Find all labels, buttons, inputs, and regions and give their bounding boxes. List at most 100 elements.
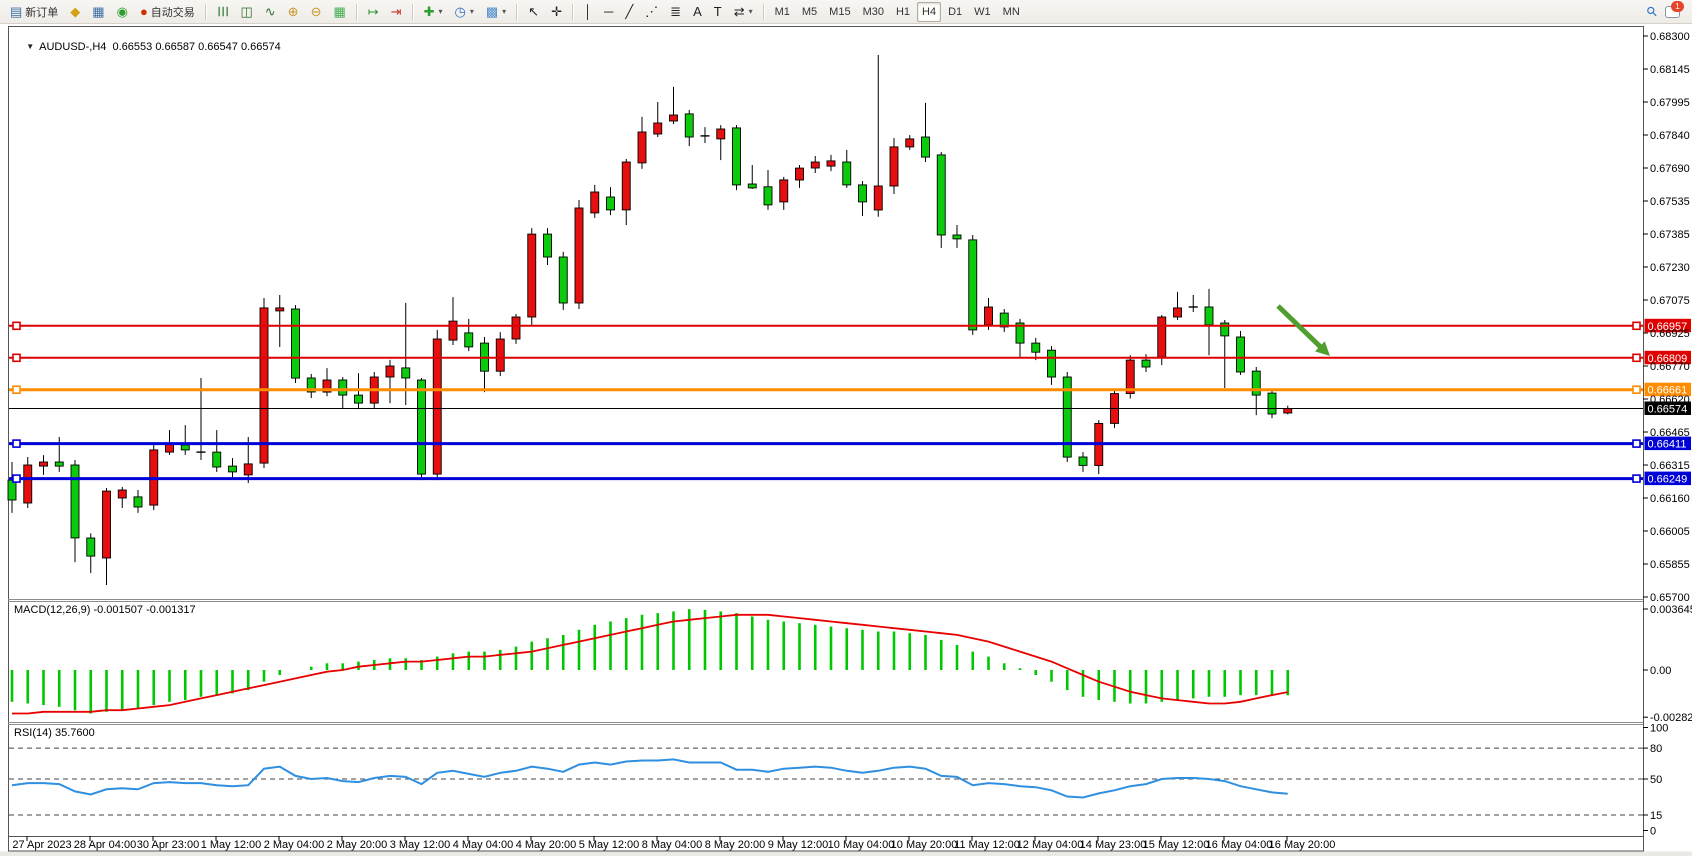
market-depth-button[interactable]: ◆ <box>65 2 85 22</box>
trendline-button[interactable]: ╱ <box>620 2 638 22</box>
candlestick <box>1220 320 1230 388</box>
new-order-button[interactable]: ▤ 新订单 <box>5 2 63 22</box>
candlestick <box>432 329 442 481</box>
shapes-button[interactable]: ⇄ ▾ <box>729 2 758 22</box>
tf-m5[interactable]: M5 <box>797 2 822 22</box>
search-icon: ⚲ <box>1643 2 1661 21</box>
line-handle[interactable] <box>1632 474 1641 483</box>
line-chart-button[interactable]: ∿ <box>260 2 281 22</box>
candlestick <box>1062 372 1072 462</box>
crosshair-button[interactable]: ✛ <box>546 2 567 22</box>
line-handle[interactable] <box>12 474 21 483</box>
time-axis-label: 27 Apr 2023 <box>12 839 71 851</box>
candlestick <box>291 305 300 383</box>
collapse-icon[interactable]: ▼ <box>26 42 35 51</box>
time-axis-label: 3 May 12:00 <box>390 839 451 851</box>
zoom-in-button[interactable]: ⊕ <box>283 2 304 22</box>
tf-mn-label: MN <box>1002 5 1020 18</box>
notifications-button[interactable]: 1 <box>1664 0 1684 20</box>
time-axis-label: 10 May 04:00 <box>828 839 895 851</box>
cursor-icon: ↖ <box>528 4 540 19</box>
chart-shift-button[interactable]: ⇥ <box>386 2 407 22</box>
line-handle[interactable] <box>1632 439 1641 448</box>
zoom-out-icon: ⊖ <box>310 4 322 19</box>
label-icon: T <box>713 4 722 19</box>
templates-button[interactable]: ▩ ▾ <box>481 2 511 22</box>
candlestick <box>795 165 804 188</box>
tf-h4[interactable]: H4 <box>917 1 942 22</box>
cursor-button[interactable]: ↖ <box>523 2 544 22</box>
candlestick <box>70 460 80 563</box>
strategy-tester-button[interactable]: ▦ <box>87 2 109 22</box>
line-handle[interactable] <box>1632 321 1641 331</box>
tf-d1-label: D1 <box>948 5 963 18</box>
candlestick <box>873 55 883 217</box>
fibonacci-button[interactable]: ≣ <box>665 2 686 22</box>
signals-button[interactable]: ◉ <box>112 2 133 22</box>
candlestick <box>1078 452 1088 472</box>
indicators-button[interactable]: ✚ ▾ <box>419 2 448 22</box>
candlestick <box>999 309 1009 333</box>
tf-m1[interactable]: M1 <box>770 2 795 22</box>
autotrading-button[interactable]: ● 自动交易 <box>135 2 200 22</box>
line-handle[interactable] <box>12 439 21 448</box>
tf-h1[interactable]: H1 <box>891 2 915 22</box>
zoom-out-button[interactable]: ⊖ <box>306 2 327 22</box>
tf-m30[interactable]: M30 <box>858 2 889 22</box>
tf-m30-label: M30 <box>862 5 884 18</box>
tf-d1[interactable]: D1 <box>943 2 967 22</box>
tf-mn[interactable]: MN <box>998 2 1025 22</box>
line-handle[interactable] <box>1632 353 1641 363</box>
bar-chart-button[interactable]: ☰ <box>212 2 234 22</box>
candlestick <box>921 102 930 162</box>
text-label-button[interactable]: T <box>709 2 727 22</box>
candlestick <box>779 176 789 210</box>
text-button[interactable]: A <box>688 2 707 22</box>
toolbar-separator <box>762 3 765 20</box>
candlestick-button[interactable]: ◫ <box>235 2 257 22</box>
price-axis-label: 0.66620 <box>1650 394 1690 406</box>
fibonacci-icon: ≣ <box>670 4 682 19</box>
rsi-axis-label: 50 <box>1650 774 1662 786</box>
candlestick <box>889 138 899 194</box>
tf-w1-label: W1 <box>974 5 991 18</box>
candlestick <box>1047 346 1056 385</box>
channel-button[interactable]: ⋰ <box>640 2 663 22</box>
tf-w1[interactable]: W1 <box>969 2 996 22</box>
candlestick <box>684 110 694 147</box>
toolbar-separator <box>516 3 519 20</box>
tile-windows-icon: ▦ <box>333 4 346 19</box>
candlestick <box>495 332 505 377</box>
candlestick <box>306 373 316 399</box>
status-strip <box>0 851 1692 856</box>
macd-histogram <box>10 609 1290 714</box>
line-handle[interactable] <box>12 385 21 395</box>
hline-icon: ─ <box>604 4 614 19</box>
line-handle[interactable] <box>12 321 21 331</box>
periods-button[interactable]: ◷ ▾ <box>450 2 479 22</box>
line-handle[interactable] <box>1632 385 1641 395</box>
time-axis-label: 4 May 04:00 <box>453 839 514 851</box>
arrow-head-icon[interactable] <box>1315 341 1330 356</box>
zoom-in-icon: ⊕ <box>287 4 299 19</box>
candlestick <box>558 251 568 311</box>
vertical-line-button[interactable]: │ <box>579 2 597 22</box>
shapes-icon: ⇄ <box>733 4 745 19</box>
tile-windows-button[interactable]: ▦ <box>328 2 350 22</box>
price-tag-value: 0.66957 <box>1648 321 1688 333</box>
candlestick <box>417 378 426 481</box>
candlestick <box>543 228 552 265</box>
search-button[interactable]: ⚲ <box>1642 2 1662 22</box>
tf-m15[interactable]: M15 <box>824 2 855 22</box>
candlestick <box>826 154 836 172</box>
time-axis-label: 12 May 04:00 <box>1017 839 1084 851</box>
line-handle[interactable] <box>12 353 21 363</box>
horizontal-line-button[interactable]: ─ <box>599 2 618 22</box>
auto-scroll-button[interactable]: ↦ <box>363 2 384 22</box>
trend-arrow-annotation[interactable] <box>1276 304 1325 351</box>
crosshair-icon: ✛ <box>551 4 562 19</box>
price-tag-value: 0.66809 <box>1648 353 1688 365</box>
time-axis-label: 30 Apr 23:00 <box>137 839 199 851</box>
rsi-axis-label: 80 <box>1650 743 1662 755</box>
